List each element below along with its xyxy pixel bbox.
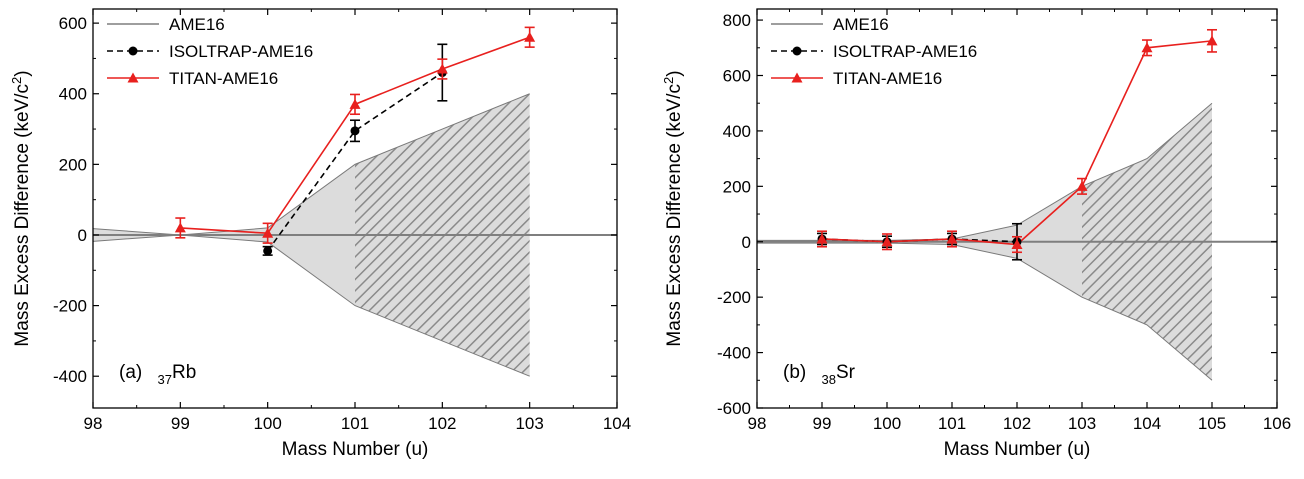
chart-sr-svg: 98 99 100 101 102 103 104 105 106 -600 -400 -200 0 20…: [661, 8, 1291, 460]
data-point-titan: [524, 31, 536, 42]
x-tick-label: 102: [1003, 414, 1031, 433]
legend-label-ame16: AME16: [169, 15, 225, 34]
x-tick-label: 103: [515, 414, 543, 433]
x-tick-label: 103: [1068, 414, 1096, 433]
data-point-isoltrap: [263, 246, 273, 256]
y-tick-label: 200: [59, 155, 87, 174]
chart-panel-rb: 98 99 100 101 102 103 104 -400 -200 0 200 400 600 Mas…: [0, 0, 652, 474]
legend-label-isoltrap: ISOLTRAP-AME16: [833, 42, 977, 61]
x-tick-label: 98: [84, 414, 103, 433]
ame16-band-upper-edge: [93, 93, 530, 236]
x-tick-label: 104: [1133, 414, 1161, 433]
x-tick-label: 105: [1198, 414, 1226, 433]
x-tick-label: 101: [341, 414, 369, 433]
plot-area: [93, 26, 617, 377]
legend-marker-isoltrap: [792, 46, 802, 56]
data-point-titan: [262, 227, 274, 238]
y-tick-label: -400: [53, 367, 87, 386]
panel-annotation: (a) 37Rb: [119, 362, 196, 387]
data-point-titan: [1011, 239, 1023, 250]
x-axis-label: Mass Number (u): [282, 439, 429, 460]
ame16-band-lower-edge: [93, 234, 530, 377]
panel-annotation: (b) 38Sr: [783, 362, 856, 387]
legend-label-ame16: AME16: [833, 15, 889, 34]
legend-marker-titan: [791, 72, 803, 83]
x-tick-label: 99: [171, 414, 190, 433]
y-tick-label: 600: [723, 67, 751, 86]
y-tick-label: -200: [717, 288, 751, 307]
y-tick-label: 800: [723, 11, 751, 30]
y-tick-label: -600: [717, 399, 751, 418]
data-point-isoltrap: [350, 126, 360, 136]
x-tick-label: 102: [428, 414, 456, 433]
x-tick-label: 104: [603, 414, 631, 433]
legend-label-isoltrap: ISOLTRAP-AME16: [169, 42, 313, 61]
x-tick-label: 100: [873, 414, 901, 433]
data-point-titan: [349, 98, 361, 109]
x-tick-label: 100: [253, 414, 281, 433]
data-point-titan: [816, 233, 828, 244]
y-tick-label: 600: [59, 14, 87, 33]
y-axis-label: Mass Excess Difference (keV/c2): [661, 70, 685, 346]
x-axis-label: Mass Number (u): [944, 439, 1091, 460]
legend-label-titan: TITAN-AME16: [833, 69, 942, 88]
chart-panel-sr: 98 99 100 101 102 103 104 105 106 -600 -400 -200 0 20…: [652, 0, 1304, 474]
plot-area: [757, 28, 1277, 381]
y-axis-label: Mass Excess Difference (keV/c2): [9, 70, 33, 346]
data-point-titan: [946, 233, 958, 244]
data-point-titan: [1141, 42, 1153, 53]
data-point-titan: [1076, 180, 1088, 191]
chart-rb-svg: 98 99 100 101 102 103 104 -400 -200 0 200 400 600 Mas…: [9, 8, 631, 460]
legend-label-titan: TITAN-AME16: [169, 69, 278, 88]
legend-marker-isoltrap: [128, 46, 138, 56]
y-tick-label: 400: [723, 122, 751, 141]
y-tick-label: -400: [717, 344, 751, 363]
y-tick-label: 0: [742, 233, 751, 252]
x-tick-label: 106: [1263, 414, 1291, 433]
legend-marker-titan: [127, 72, 139, 83]
data-point-titan: [1206, 35, 1218, 46]
data-point-titan: [174, 222, 186, 233]
data-point-titan: [881, 236, 893, 247]
y-tick-label: -200: [53, 297, 87, 316]
x-tick-label: 99: [813, 414, 832, 433]
data-point-titan: [436, 63, 448, 74]
x-tick-label: 98: [748, 414, 767, 433]
y-tick-label: 200: [723, 177, 751, 196]
y-tick-label: 0: [78, 226, 87, 245]
ame16-band-upper-edge: [757, 102, 1213, 241]
y-tick-label: 400: [59, 85, 87, 104]
ame16-band-lower-edge: [757, 242, 1213, 381]
x-tick-label: 101: [938, 414, 966, 433]
